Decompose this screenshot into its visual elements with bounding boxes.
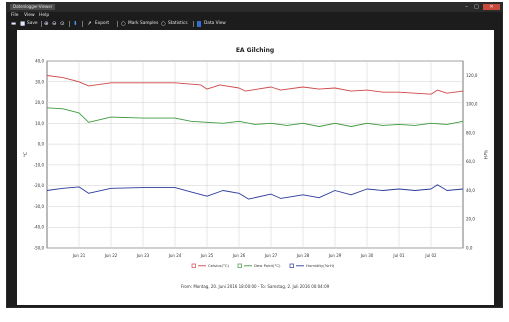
x-tick-2: Jun 23: [136, 253, 150, 258]
save-icon[interactable]: ■: [20, 21, 26, 27]
series-line-0: [46, 75, 464, 95]
title-bar[interactable]: Datenlogger-Viewer – □ ✕: [7, 3, 502, 12]
y-tick-left-4: 0,0: [38, 142, 45, 147]
legend-checkbox-2: [289, 263, 294, 268]
legend-label-2: Humidity(%rH): [306, 263, 335, 268]
y-tick-left-7: -30,0: [34, 204, 45, 209]
menu-file[interactable]: File: [11, 13, 19, 18]
x-tick-10: Jul 01: [392, 253, 405, 258]
y-tick-right-6: 0,0: [466, 246, 473, 251]
y-tick-right-2: 80,0: [466, 130, 475, 135]
zoom-out-icon[interactable]: ⊖: [52, 21, 57, 27]
toolbar-separator: [41, 21, 42, 27]
x-tick-9: Jun 30: [360, 253, 374, 258]
data-view-icon[interactable]: [197, 21, 201, 27]
minimize-button[interactable]: –: [465, 4, 468, 10]
open-icon[interactable]: ▬: [11, 21, 17, 27]
legend-checkbox-0: [191, 263, 196, 268]
menu-help[interactable]: Help: [39, 13, 50, 18]
app-window: Datenlogger-Viewer – □ ✕ File View Help …: [6, 2, 503, 308]
y-tick-left-6: -20,0: [34, 183, 45, 188]
menu-bar: File View Help: [7, 12, 502, 19]
statistics-button[interactable]: Statistics: [168, 21, 188, 26]
chart-panel: EA Gilching 40,0 30,0 20,0 10,0 0,0 -10,0 -20,0…: [17, 30, 494, 305]
y-tick-left-8: -40,0: [34, 225, 45, 230]
y-tick-left-9: -50,0: [34, 246, 45, 251]
legend-label-0: Celsius(°C): [208, 263, 229, 268]
mark-samples-icon[interactable]: ○: [121, 21, 126, 27]
y-tick-left-5: -10,0: [34, 162, 45, 167]
export-icon[interactable]: ↗: [87, 21, 92, 27]
menu-view[interactable]: View: [24, 13, 35, 18]
toolbar-separator: [193, 21, 194, 27]
chart: EA Gilching 40,0 30,0 20,0 10,0 0,0 -10,0 -20,0…: [23, 47, 488, 289]
y-tick-right-5: 20,0: [466, 217, 475, 222]
x-tick-0: Jun 21: [72, 253, 86, 258]
x-tick-3: Jun 24: [168, 253, 182, 258]
toolbar: ▬ ■ Save ⊕ ⊖ ⊙ ⬇ ↗ Export ○ Mark Samples…: [7, 19, 502, 29]
x-tick-5: Jun 26: [232, 253, 246, 258]
x-tick-8: Jun 29: [328, 253, 342, 258]
plot-area: [46, 60, 464, 249]
y-tick-right-0: 120,0: [466, 73, 478, 78]
chart-title: EA Gilching: [236, 47, 274, 54]
export-button[interactable]: Export: [95, 21, 110, 26]
toolbar-separator: [82, 21, 83, 27]
y-tick-right-4: 40,0: [466, 188, 475, 193]
y-tick-right-3: 60,0: [466, 159, 475, 164]
window-title: Datenlogger-Viewer: [10, 4, 56, 10]
statistics-icon[interactable]: ○: [161, 21, 166, 27]
close-button[interactable]: ✕: [483, 4, 500, 10]
y-tick-left-3: 10,0: [35, 121, 44, 126]
data-view-button[interactable]: Data View: [204, 21, 226, 26]
zoom-in-icon[interactable]: ⊕: [44, 21, 49, 27]
y-axis-label-right: %rH: [482, 150, 488, 160]
zoom-reset-icon[interactable]: ⊙: [60, 21, 65, 27]
save-button[interactable]: Save: [27, 21, 38, 26]
x-tick-11: Jul 02: [424, 253, 437, 258]
y-axis-label-left: °C: [23, 152, 29, 157]
series-line-2: [46, 184, 464, 200]
x-tick-4: Jun 25: [200, 253, 214, 258]
y-tick-right-1: 100,0: [466, 102, 478, 107]
y-tick-left-2: 20,0: [35, 100, 44, 105]
x-tick-7: Jun 28: [296, 253, 310, 258]
legend-label-1: Dew Point(°C): [254, 263, 281, 268]
mark-samples-button[interactable]: Mark Samples: [128, 21, 159, 26]
y-tick-left-1: 30,0: [35, 79, 44, 84]
y-tick-left-0: 40,0: [35, 59, 44, 64]
toolbar-separator: [117, 21, 118, 27]
legend-checkbox-1: [237, 263, 242, 268]
toolbar-separator: [69, 21, 70, 27]
download-icon[interactable]: ⬇: [73, 21, 78, 27]
date-range-text: From: Montag, 20. Juni 2016 18:00:00 - T…: [181, 284, 330, 289]
x-tick-6: Jun 27: [264, 253, 278, 258]
maximize-button[interactable]: □: [474, 4, 479, 10]
x-tick-1: Jun 22: [104, 253, 118, 258]
series-line-1: [46, 107, 464, 127]
